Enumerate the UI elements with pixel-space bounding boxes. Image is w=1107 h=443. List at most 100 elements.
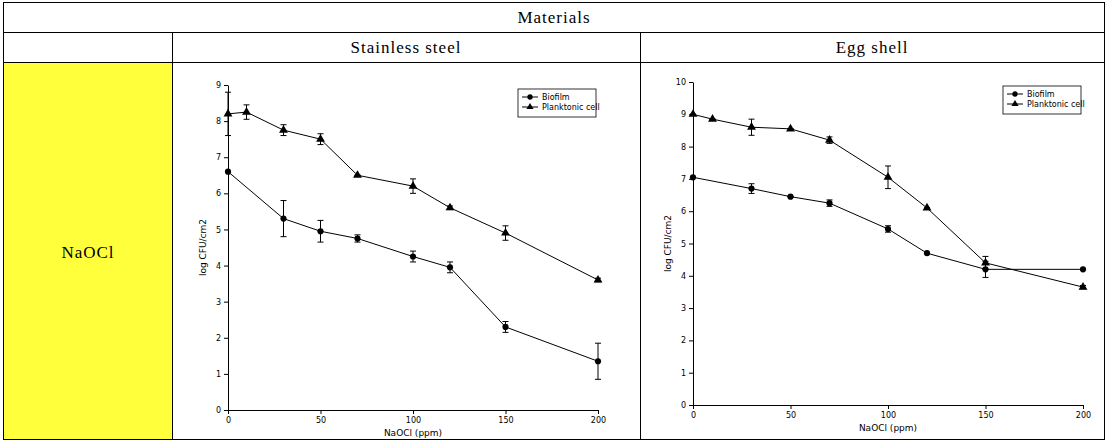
tick-label: 6 bbox=[216, 189, 221, 198]
column-header: Stainless steel bbox=[351, 38, 462, 57]
tick-label: 7 bbox=[216, 153, 221, 162]
tick-mark bbox=[693, 405, 694, 409]
error-cap bbox=[447, 261, 453, 262]
tick: 200 bbox=[591, 410, 606, 425]
tick-mark bbox=[224, 121, 228, 122]
marker bbox=[409, 181, 418, 189]
tick: 5 bbox=[216, 226, 228, 235]
x-axis: 050100150200 bbox=[691, 405, 1091, 420]
error-bar bbox=[503, 322, 509, 333]
axis-line bbox=[228, 86, 229, 411]
tick-label: 5 bbox=[681, 240, 686, 249]
table-rule bbox=[172, 33, 173, 440]
tick-label: 200 bbox=[1076, 411, 1091, 420]
error-cap bbox=[318, 220, 324, 221]
tick-label: 0 bbox=[216, 406, 221, 415]
plot-area bbox=[224, 92, 603, 379]
marker bbox=[689, 109, 698, 117]
table-rule bbox=[4, 62, 1105, 63]
series-line bbox=[228, 172, 598, 362]
legend-marker bbox=[526, 103, 533, 109]
marker bbox=[280, 216, 286, 222]
error-cap bbox=[595, 343, 601, 344]
tick-label: 0 bbox=[691, 411, 696, 420]
tick: 3 bbox=[681, 304, 693, 313]
marker bbox=[981, 258, 990, 266]
tick-mark bbox=[689, 373, 693, 374]
legend-marker bbox=[1012, 91, 1017, 96]
tick-label: 100 bbox=[406, 416, 421, 425]
marker bbox=[787, 194, 793, 200]
tick: 2 bbox=[681, 336, 693, 345]
legend-marker bbox=[527, 94, 532, 99]
error-cap bbox=[244, 119, 250, 120]
legend: BiofilmPlanktonic cell bbox=[1003, 86, 1085, 114]
tick-label: 9 bbox=[681, 110, 686, 119]
tick: 8 bbox=[216, 117, 228, 126]
error-bar bbox=[410, 251, 416, 262]
series-line bbox=[693, 114, 1083, 287]
error-cap bbox=[355, 242, 361, 243]
tick-label: 0 bbox=[226, 416, 231, 425]
marker bbox=[1080, 266, 1086, 272]
tick-label: 150 bbox=[978, 411, 993, 420]
error-cap bbox=[244, 104, 250, 105]
error-cap bbox=[983, 256, 989, 257]
tick: 50 bbox=[786, 405, 796, 420]
tick-label: 50 bbox=[786, 411, 796, 420]
marker bbox=[353, 170, 362, 178]
tick: 2 bbox=[216, 334, 228, 343]
tick-mark bbox=[224, 157, 228, 158]
tick: 10 bbox=[676, 78, 693, 87]
error-cap bbox=[281, 135, 287, 136]
tick-label: 150 bbox=[498, 416, 513, 425]
tick: 9 bbox=[216, 81, 228, 90]
tick-label: 0 bbox=[681, 401, 686, 410]
plot-area bbox=[689, 109, 1088, 289]
tick-mark bbox=[689, 244, 693, 245]
tick-label: 4 bbox=[681, 272, 686, 281]
error-cap bbox=[827, 143, 833, 144]
x-axis: 0 50 100 150 200 bbox=[226, 410, 606, 425]
tick-label: 4 bbox=[216, 262, 221, 271]
marker bbox=[501, 228, 510, 236]
tick-mark bbox=[689, 211, 693, 212]
tick: 7 bbox=[216, 153, 228, 162]
tick-mark bbox=[689, 308, 693, 309]
marker bbox=[690, 174, 696, 180]
marker bbox=[923, 203, 932, 211]
row-label-cell bbox=[4, 63, 173, 440]
marker bbox=[748, 186, 754, 192]
y-axis: 012345678910 bbox=[676, 78, 694, 410]
marker bbox=[354, 235, 360, 241]
marker bbox=[224, 109, 233, 117]
tick-label: 50 bbox=[316, 416, 326, 425]
tick-mark bbox=[986, 405, 987, 409]
tick: 0 bbox=[681, 401, 693, 410]
error-cap bbox=[410, 251, 416, 252]
tick-label: 6 bbox=[681, 207, 686, 216]
tick-label: 1 bbox=[681, 369, 686, 378]
error-cap bbox=[355, 234, 361, 235]
tick: 50 bbox=[316, 410, 326, 425]
tick: 1 bbox=[681, 369, 693, 378]
error-bar bbox=[355, 235, 361, 242]
tick-mark bbox=[1083, 405, 1084, 409]
legend-label: Biofilm bbox=[1027, 90, 1055, 99]
tick-mark bbox=[888, 405, 889, 409]
axis-line bbox=[693, 83, 694, 406]
table-border bbox=[4, 3, 1105, 440]
tick: 4 bbox=[216, 262, 228, 271]
marker bbox=[708, 114, 717, 122]
marker bbox=[747, 122, 756, 130]
marker bbox=[825, 135, 834, 143]
row-label: NaOCl bbox=[61, 243, 114, 262]
chart: 050100150200012345678910NaOCl (ppm)log C… bbox=[663, 78, 1091, 433]
tick-mark bbox=[224, 85, 228, 86]
marker bbox=[826, 200, 832, 206]
tick-mark bbox=[689, 405, 693, 406]
table-rule bbox=[4, 32, 1105, 33]
error-bar bbox=[749, 184, 755, 194]
tick-mark bbox=[413, 410, 414, 414]
marker bbox=[924, 250, 930, 256]
